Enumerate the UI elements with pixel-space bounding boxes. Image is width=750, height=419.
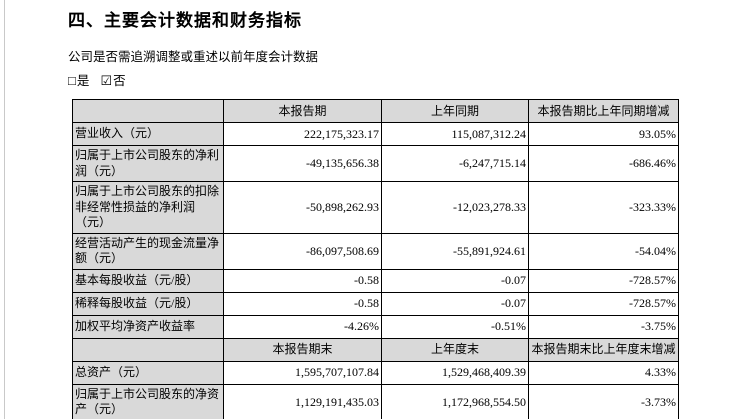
checkbox-unchecked-icon: □ (68, 73, 76, 88)
table-row-basic-eps: 基本每股收益（元/股） -0.58 -0.07 -728.57% (72, 268, 679, 293)
document-content: 四、主要会计数据和财务指标 公司是否需追溯调整或重述以前年度会计数据 □是 ☑否… (68, 0, 708, 419)
section-title: 四、主要会计数据和财务指标 (68, 11, 302, 30)
cell-current: 222,175,323.17 (223, 122, 382, 146)
table-row-net-assets: 归属于上市公司股东的净资产（元） 1,129,191,435.03 1,172,… (72, 383, 679, 419)
col-header-current-period: 本报告期 (223, 99, 382, 123)
row-label: 经营活动产生的现金流量净额（元） (72, 232, 224, 270)
row-label: 加权平均净资产收益率 (72, 314, 224, 339)
col-header-prior-year-end: 上年度末 (381, 337, 529, 362)
cell-current: -0.58 (223, 268, 382, 293)
table-row-diluted-eps: 稀释每股收益（元/股） -0.58 -0.07 -728.57% (72, 291, 679, 316)
row-label: 归属于上市公司股东的净利润（元） (72, 145, 224, 182)
restatement-question: 公司是否需追溯调整或重述以前年度会计数据 (68, 50, 319, 64)
cell-prior: 1,529,468,409.39 (381, 360, 529, 385)
row-label: 归属于上市公司股东的扣除非经常性损益的净利润（元） (72, 181, 224, 234)
cell-change: 4.33% (528, 360, 679, 385)
cell-change: -728.57% (528, 291, 679, 316)
row-label: 营业收入（元） (72, 122, 224, 146)
cell-change: -3.73% (528, 383, 679, 419)
col-header-period-end: 本报告期末 (223, 337, 382, 362)
col-header-prior-period: 上年同期 (381, 99, 529, 123)
cell-prior: 1,172,968,554.50 (381, 383, 529, 419)
table-row-revenue: 营业收入（元） 222,175,323.17 115,087,312.24 93… (72, 122, 679, 146)
row-label: 归属于上市公司股东的净资产（元） (72, 383, 224, 419)
table-row-weighted-avg-roe: 加权平均净资产收益率 -4.26% -0.51% -3.75% (72, 314, 679, 339)
cell-prior: 115,087,312.24 (381, 122, 529, 146)
cell-current: -86,097,508.69 (223, 232, 382, 270)
cell-current: 1,129,191,435.03 (223, 383, 382, 419)
cell-change: -3.75% (528, 314, 679, 339)
table-row-operating-cash-flow: 经营活动产生的现金流量净额（元） -86,097,508.69 -55,891,… (72, 232, 679, 270)
col-header-period-end-change: 本报告期末比上年度末增减 (528, 337, 679, 362)
cell-current: -50,898,262.93 (223, 181, 382, 234)
cell-prior: -12,023,278.33 (381, 181, 529, 234)
cell-prior: -0.07 (381, 291, 529, 316)
table-row-total-assets: 总资产（元） 1,595,707,107.84 1,529,468,409.39… (72, 360, 679, 385)
cell-change: -54.04% (528, 232, 679, 270)
cell-change: -728.57% (528, 268, 679, 293)
table-row-net-profit: 归属于上市公司股东的净利润（元） -49,135,656.38 -6,247,7… (72, 145, 679, 182)
row-label: 基本每股收益（元/股） (72, 268, 224, 293)
cell-current: -49,135,656.38 (223, 145, 382, 182)
restatement-answer-row: □是 ☑否 (68, 73, 708, 89)
header-blank-cell (72, 337, 224, 362)
checkbox-no-label: 否 (113, 74, 126, 88)
cell-current: -0.58 (223, 291, 382, 316)
col-header-period-change: 本报告期比上年同期增减 (528, 99, 679, 123)
checkbox-checked-icon: ☑ (100, 73, 113, 88)
financial-indicators-table: 本报告期 上年同期 本报告期比上年同期增减 营业收入（元） 222,175,32… (72, 99, 679, 419)
cell-change: 93.05% (528, 122, 679, 146)
page-edge-line (4, 0, 5, 419)
cell-prior: -55,891,924.61 (381, 232, 529, 270)
table-header-row-period: 本报告期 上年同期 本报告期比上年同期增减 (72, 99, 679, 123)
cell-current: -4.26% (223, 314, 382, 339)
row-label: 稀释每股收益（元/股） (72, 291, 224, 316)
cell-prior: -0.51% (381, 314, 529, 339)
cell-current: 1,595,707,107.84 (223, 360, 382, 385)
cell-prior: -6,247,715.14 (381, 145, 529, 182)
checkbox-option-no[interactable]: ☑否 (100, 73, 126, 88)
cell-change: -323.33% (528, 181, 679, 234)
cell-prior: -0.07 (381, 268, 529, 293)
table-header-row-period-end: 本报告期末 上年度末 本报告期末比上年度末增减 (72, 337, 679, 362)
checkbox-yes-label: 是 (76, 74, 90, 88)
header-blank-cell (72, 99, 224, 123)
cell-change: -686.46% (528, 145, 679, 182)
row-label: 总资产（元） (72, 360, 224, 385)
table-row-net-profit-excl-nonrecurring: 归属于上市公司股东的扣除非经常性损益的净利润（元） -50,898,262.93… (72, 181, 679, 234)
checkbox-option-yes[interactable]: □是 (68, 73, 90, 88)
